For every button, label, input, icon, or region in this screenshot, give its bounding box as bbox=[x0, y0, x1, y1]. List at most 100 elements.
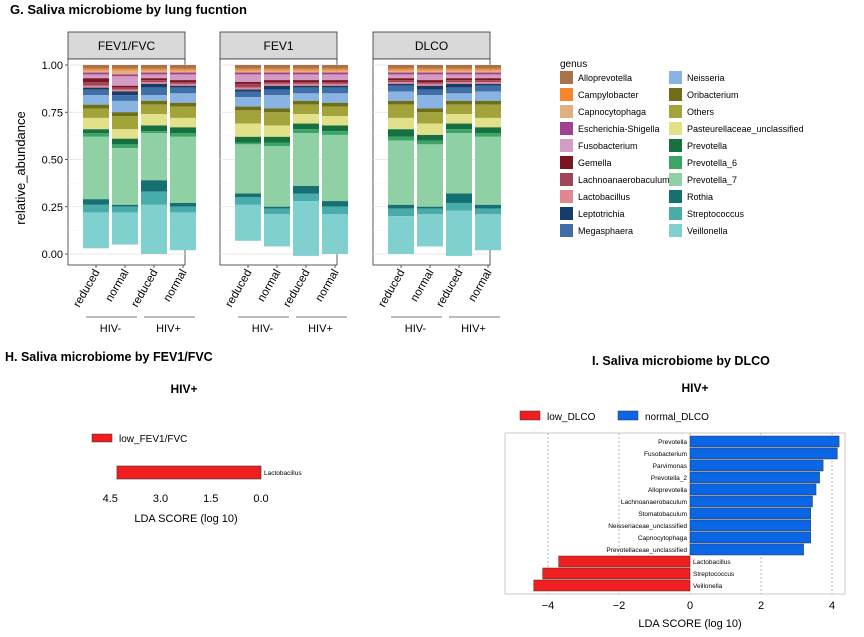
bar-segment-fusobacterium bbox=[264, 74, 290, 81]
bar-segment-lactobacillus bbox=[475, 82, 501, 84]
bar-segment-neisseria bbox=[141, 95, 167, 101]
bar-segment-fusobacterium bbox=[475, 74, 501, 79]
bar-segment-lactobacillus bbox=[388, 82, 414, 84]
bar-segment-gemella bbox=[475, 78, 501, 81]
x-tick-label: 1.5 bbox=[203, 493, 218, 505]
bar-segment-alloprevotella bbox=[475, 65, 501, 69]
bar-segment-rothia bbox=[388, 204, 414, 209]
lda-bar bbox=[689, 531, 811, 544]
facet-strip-label: FEV1/FVC bbox=[98, 39, 156, 53]
bar-segment-capnocytophaga bbox=[417, 70, 443, 73]
legend-swatch bbox=[560, 173, 573, 186]
legend-label: Alloprevotella bbox=[578, 73, 632, 83]
bar-segment-escherichia-shigella bbox=[112, 74, 138, 77]
bar-segment-others bbox=[446, 104, 472, 115]
bar-segment-megasphaera bbox=[264, 89, 290, 96]
x-tick-label: −2 bbox=[613, 600, 626, 612]
facet-strip-label: FEV1 bbox=[263, 39, 293, 53]
bar-segment-leptotrichia bbox=[446, 83, 472, 88]
bar-segment-streptococcus bbox=[475, 208, 501, 215]
bar-segment-pasteurellaceae_unclassified bbox=[112, 129, 138, 139]
bar-segment-prevotella bbox=[235, 136, 261, 143]
x-tick-label: 2 bbox=[758, 600, 764, 612]
bar-segment-gemella bbox=[388, 78, 414, 81]
bar-segment-prevotella_6 bbox=[235, 142, 261, 145]
legend-label: Campylobacter bbox=[578, 90, 639, 100]
bar-segment-streptococcus bbox=[112, 206, 138, 213]
bar-segment-campylobacter bbox=[170, 68, 196, 71]
bar-segment-leptotrichia bbox=[322, 85, 348, 88]
panel-g-ylabel: relative_abundance bbox=[13, 111, 28, 224]
bar-segment-megasphaera bbox=[112, 95, 138, 101]
bar-segment-gemella bbox=[322, 80, 348, 83]
x-tick-label: −4 bbox=[542, 600, 555, 612]
bar-segment-prevotella_6 bbox=[446, 129, 472, 134]
bar-segment-leptotrichia bbox=[475, 83, 501, 86]
legend-swatch bbox=[669, 173, 682, 186]
panel-h-subtitle: HIV+ bbox=[170, 382, 197, 396]
legend-swatch bbox=[669, 156, 682, 169]
bar-segment-rothia bbox=[446, 193, 472, 203]
legend-label: Rothia bbox=[687, 192, 713, 202]
bar-segment-lachnoanaerobaculum bbox=[388, 80, 414, 83]
bar-segment-megasphaera bbox=[170, 87, 196, 94]
bar-segment-lactobacillus bbox=[322, 83, 348, 86]
panel-i-title: I. Saliva microbiome by DLCO bbox=[592, 354, 770, 368]
legend-swatch bbox=[560, 71, 573, 84]
bar-segment-prevotella_7 bbox=[264, 146, 290, 207]
panel-i-xlabel: LDA SCORE (log 10) bbox=[638, 618, 741, 630]
x-tick-label: reduced bbox=[129, 268, 160, 310]
bar-segment-campylobacter bbox=[264, 68, 290, 71]
x-tick-label: reduced bbox=[376, 268, 407, 310]
bar-segment-neisseria bbox=[417, 95, 443, 109]
x-tick-label: normal bbox=[467, 268, 495, 304]
lda-bar-label: Fusobacterium bbox=[644, 451, 687, 458]
bar-segment-alloprevotella bbox=[417, 65, 443, 69]
bar-segment-neisseria bbox=[322, 93, 348, 103]
bar-segment-capnocytophaga bbox=[293, 70, 319, 73]
bar-segment-rothia bbox=[83, 199, 109, 205]
bar-segment-prevotella_6 bbox=[112, 144, 138, 149]
bar-segment-prevotella_6 bbox=[417, 140, 443, 145]
bar-segment-oribacterium bbox=[170, 102, 196, 107]
bar-segment-prevotella bbox=[293, 123, 319, 130]
bar-segment-prevotella_7 bbox=[322, 134, 348, 202]
bar-segment-prevotella_7 bbox=[417, 144, 443, 207]
lda-bar-label: Alloprevotella bbox=[648, 487, 687, 494]
bar-segment-leptotrichia bbox=[388, 83, 414, 86]
group-label: HIV- bbox=[405, 323, 427, 335]
bar-segment-alloprevotella bbox=[235, 65, 261, 69]
bar-segment-rothia bbox=[170, 202, 196, 207]
bar-segment-rothia bbox=[475, 204, 501, 209]
bar-segment-prevotella_6 bbox=[322, 131, 348, 135]
bar-segment-alloprevotella bbox=[322, 65, 348, 69]
bar-segment-others bbox=[293, 104, 319, 115]
group-label: HIV+ bbox=[308, 323, 333, 335]
bar-segment-prevotella_7 bbox=[112, 148, 138, 205]
bar-segment-others bbox=[322, 106, 348, 117]
legend-swatch bbox=[669, 207, 682, 220]
bar-segment-leptotrichia bbox=[141, 83, 167, 88]
bar-segment-lactobacillus bbox=[417, 83, 443, 86]
bar-segment-lachnoanaerobaculum bbox=[264, 82, 290, 84]
bar-segment-prevotella bbox=[446, 123, 472, 130]
bar-segment-megasphaera bbox=[388, 85, 414, 92]
panel-i-legend-swatch-low bbox=[519, 410, 541, 421]
bar-segment-neisseria bbox=[235, 97, 261, 107]
bar-segment-veillonella bbox=[388, 216, 414, 254]
bar-segment-streptococcus bbox=[141, 191, 167, 205]
bar-segment-prevotella_7 bbox=[235, 144, 261, 194]
bar-segment-lachnoanaerobaculum bbox=[417, 82, 443, 84]
bar-segment-others bbox=[475, 104, 501, 118]
legend-label: Prevotella_6 bbox=[687, 158, 737, 168]
legend-label: Streptococcus bbox=[687, 209, 745, 219]
legend-label: Gemella bbox=[578, 158, 612, 168]
lda-bar bbox=[689, 519, 811, 532]
bar-segment-leptotrichia bbox=[83, 87, 109, 90]
bar-segment-lactobacillus bbox=[112, 89, 138, 92]
bar-segment-streptococcus bbox=[235, 197, 261, 205]
bar-segment-oribacterium bbox=[322, 102, 348, 107]
bar-segment-gemella bbox=[235, 82, 261, 84]
bar-segment-campylobacter bbox=[475, 68, 501, 71]
